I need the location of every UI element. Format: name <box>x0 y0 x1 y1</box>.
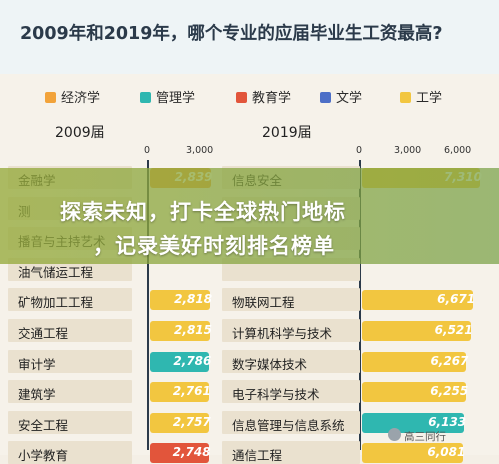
bar <box>150 412 209 433</box>
row-label-background <box>8 380 132 404</box>
bar-value-label: 6,671 <box>437 292 476 307</box>
legend-swatch <box>140 92 151 103</box>
category-label: 计算机科学与技术 <box>232 326 333 341</box>
overlay-headline-1: 探索未知，打卡全球热门地标 <box>60 200 346 224</box>
category-label: 建筑学 <box>18 387 56 403</box>
bar <box>150 321 211 341</box>
axis-line-2009 <box>147 160 149 450</box>
watermark: 高三同行 <box>404 431 446 443</box>
bar-value-label: 2,761 <box>172 384 211 399</box>
chart-title: 2009年和2019年，哪个专业的应届毕业生工资最高? <box>20 24 443 44</box>
legend-label: 工学 <box>416 91 443 106</box>
bar-value-label: 6,267 <box>430 353 469 368</box>
bar <box>362 321 471 341</box>
row-label-background <box>222 380 360 404</box>
legend-label: 经济学 <box>61 91 101 106</box>
bar <box>150 382 209 403</box>
category-label: 审计学 <box>18 356 56 372</box>
bar <box>150 290 211 311</box>
row-label-background <box>222 410 360 434</box>
bar <box>362 290 474 311</box>
row-label-background <box>222 349 360 373</box>
bar-value-label: 6,133 <box>428 414 467 429</box>
overlay-headline-2: ，记录美好时刻排名榜单 <box>93 234 335 258</box>
category-label: 电子科学与技术 <box>232 387 320 403</box>
legend-label: 教育学 <box>252 91 292 106</box>
category-label: 信息管理与信息系统 <box>232 417 345 433</box>
bar-value-label: 2,815 <box>174 323 213 337</box>
bar <box>362 351 467 372</box>
legend-swatch <box>45 92 56 103</box>
x-tick-label: 0 <box>144 145 151 156</box>
overlay-banner <box>0 168 499 264</box>
row-label-background <box>222 319 360 342</box>
x-tick-label: 3,000 <box>394 145 422 156</box>
legend-swatch <box>400 92 411 103</box>
legend-swatch <box>320 92 331 103</box>
row-label-background <box>8 410 132 434</box>
bar <box>150 351 210 372</box>
bar-value-label: 2,748 <box>172 445 211 460</box>
panel-title-2019: 2019届 <box>262 125 312 141</box>
bar-value-label: 2,818 <box>174 292 213 307</box>
row-label-background <box>8 288 132 312</box>
category-label: 油气储运工程 <box>18 264 94 280</box>
category-label: 交通工程 <box>18 326 69 341</box>
category-label: 物联网工程 <box>232 295 295 311</box>
category-label: 矿物加工工程 <box>18 295 94 311</box>
legend-label: 管理学 <box>156 91 196 106</box>
bar-value-label: 6,255 <box>430 384 469 399</box>
row-label-background <box>8 349 132 373</box>
row-label-background <box>8 319 132 342</box>
bar-value-label: 6,081 <box>427 445 466 460</box>
legend: 经济学 管理学 教育学 文学 工学 <box>0 84 499 110</box>
x-tick-label: 6,000 <box>444 145 472 156</box>
x-tick-label: 3,000 <box>186 145 214 156</box>
legend-swatch <box>236 92 247 103</box>
bar <box>362 382 467 403</box>
bar-value-label: 2,757 <box>172 414 211 429</box>
axis-line-2019 <box>359 160 361 450</box>
legend-label: 文学 <box>336 91 363 106</box>
bar <box>362 412 465 433</box>
bar-value-label: 6,521 <box>434 323 473 337</box>
row-label-background <box>222 288 360 312</box>
category-label: 数字媒体技术 <box>232 356 308 372</box>
category-label: 安全工程 <box>18 417 69 433</box>
watermark-icon <box>388 428 401 441</box>
x-tick-label: 0 <box>356 145 363 156</box>
panel-title-2009: 2009届 <box>55 125 105 141</box>
bar-value-label: 2,786 <box>173 353 212 368</box>
title-band <box>0 0 499 74</box>
